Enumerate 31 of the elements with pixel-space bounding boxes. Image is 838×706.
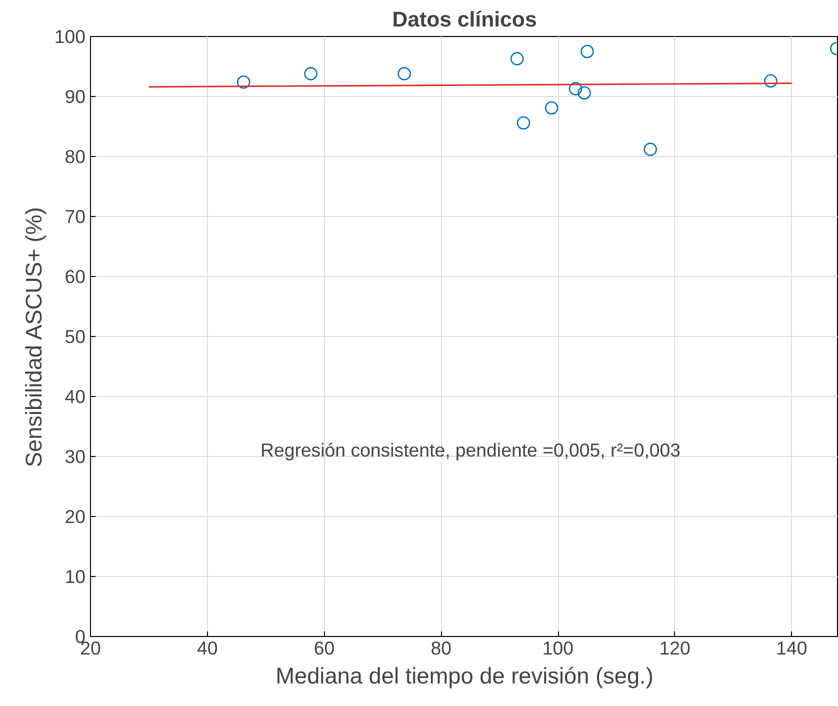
y-tick-label: 90 xyxy=(64,86,86,107)
x-tick-label: 60 xyxy=(314,638,335,658)
point xyxy=(236,75,250,89)
point xyxy=(516,116,530,130)
point xyxy=(398,67,411,80)
y-tick-label: 10 xyxy=(64,566,86,587)
point xyxy=(580,44,594,58)
point xyxy=(568,82,582,96)
x-tick-label: 80 xyxy=(430,638,452,658)
x-tick-label: 140 xyxy=(776,638,808,658)
point xyxy=(644,142,657,156)
y-tick-label: 50 xyxy=(64,326,86,347)
y-tick-label: 40 xyxy=(64,386,86,407)
y-tick-label: 100 xyxy=(54,26,86,47)
y-tick-label: 60 xyxy=(64,266,86,287)
point xyxy=(764,74,778,88)
x-tick-label: 40 xyxy=(197,638,218,658)
point xyxy=(544,101,558,115)
annotation: Regresión consistente, pendiente =0,005, r²=0,003 xyxy=(260,440,681,460)
y-tick-label: 20 xyxy=(64,506,86,527)
y-axis-title: Sensibilidad ASCUS+ (%) xyxy=(20,207,46,468)
point xyxy=(510,52,524,66)
y-tick-label: 70 xyxy=(64,206,86,227)
x-tick-label: 100 xyxy=(542,638,574,658)
y-tick-label: 30 xyxy=(64,446,86,467)
point xyxy=(304,67,318,80)
x-axis-title: Mediana del tiempo de revisión (seg.) xyxy=(276,662,654,688)
y-tick-label: 80 xyxy=(64,146,86,167)
point xyxy=(578,86,591,100)
chart-title: Datos clínicos xyxy=(392,8,537,32)
x-tick-label: 120 xyxy=(659,638,690,658)
